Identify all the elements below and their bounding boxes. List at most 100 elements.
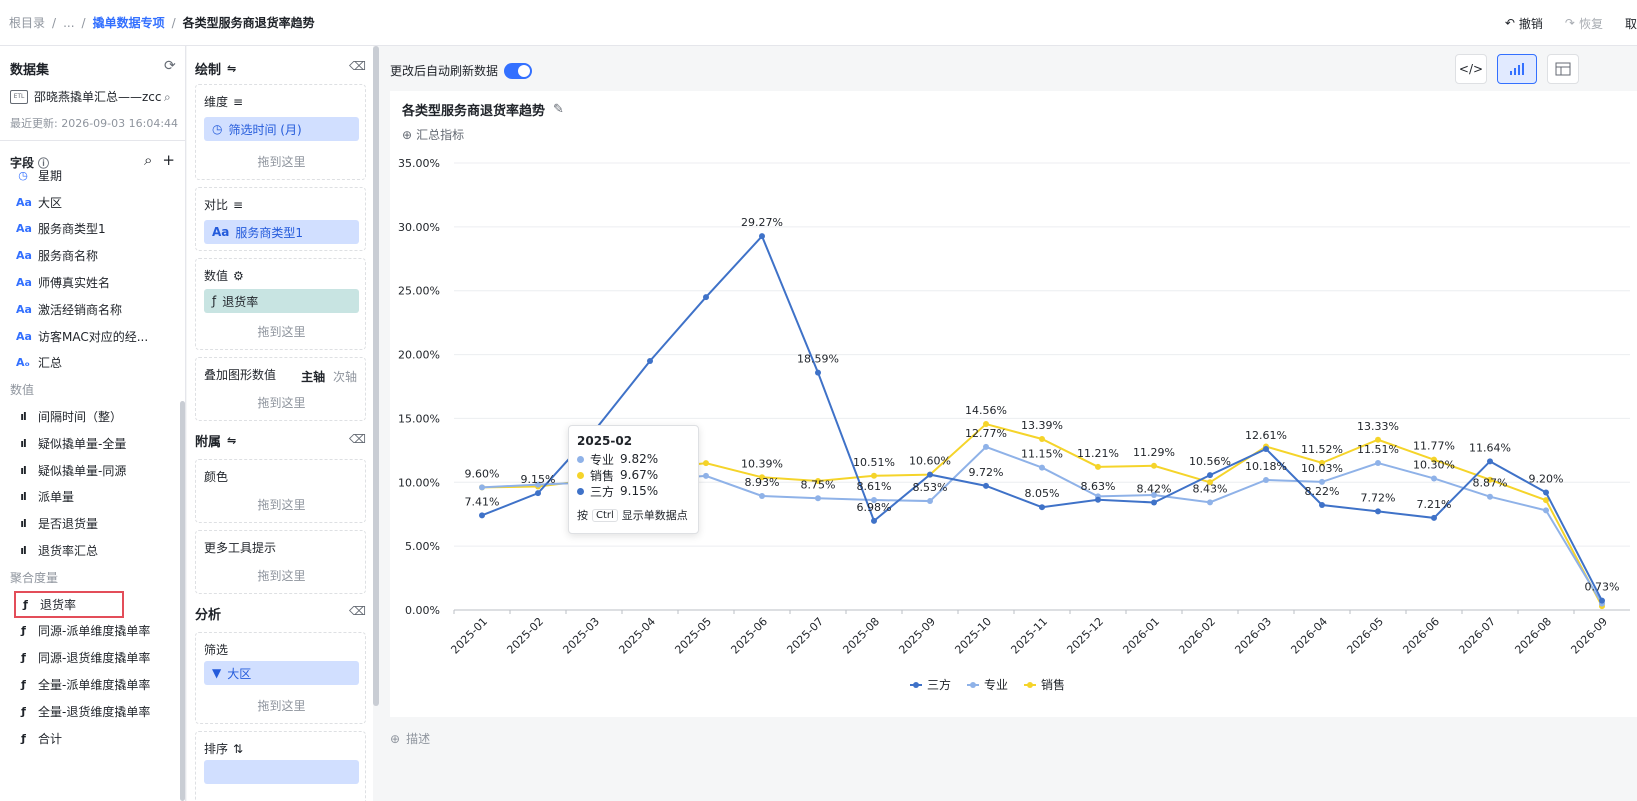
x-tick-label: 2026-08 xyxy=(1512,615,1554,657)
field-item[interactable]: ıl 间隔时间（整） xyxy=(0,403,180,430)
eraser-icon[interactable]: ⌫ xyxy=(349,432,366,446)
drop-zone[interactable]: 拖到这里 xyxy=(257,325,306,339)
refresh-icon[interactable]: ⟳ xyxy=(164,58,176,74)
data-label: 14.56% xyxy=(965,404,1007,417)
sliders-icon[interactable]: ⇋ xyxy=(227,434,237,447)
legend-dot-icon xyxy=(577,471,584,479)
x-tick-label: 2025-10 xyxy=(952,615,994,657)
field-item[interactable]: Aa 访客MAC对应的经... xyxy=(0,323,180,350)
field-item[interactable]: ıl 是否退货量 xyxy=(0,510,180,537)
drop-zone[interactable]: 拖到这里 xyxy=(257,699,306,713)
data-point xyxy=(703,294,709,301)
field-item[interactable]: ƒ 同源-退货维度撬单率 xyxy=(0,644,180,671)
eraser-icon[interactable]: ⌫ xyxy=(349,59,366,73)
table-view-button[interactable] xyxy=(1547,54,1579,84)
x-tick-label: 2026-04 xyxy=(1288,615,1330,657)
sort-icon[interactable]: ⇅ xyxy=(233,741,244,756)
compare-pill[interactable]: Aa 服务商类型1 xyxy=(204,220,359,244)
primary-axis-option[interactable]: 主轴 xyxy=(301,370,326,384)
field-item[interactable]: Aa 服务商类型1 xyxy=(0,216,180,243)
dataset-search-icon[interactable]: ⌕ xyxy=(164,90,171,104)
data-point xyxy=(1319,459,1325,466)
data-label: 12.77% xyxy=(965,427,1007,440)
summary-label: 汇总指标 xyxy=(416,128,465,142)
chart-view-button[interactable] xyxy=(1497,54,1537,84)
eraser-icon[interactable]: ⌫ xyxy=(349,604,366,618)
fields-label: 字段 xyxy=(10,156,35,170)
filter-pill[interactable]: ▼ 大区 xyxy=(204,661,359,685)
field-item[interactable]: ıl 疑似撬单量-同源 xyxy=(0,457,180,484)
chart-title: 各类型服务商退货率趋势 ✎ xyxy=(402,100,564,119)
x-tick-label: 2025-12 xyxy=(1064,615,1106,657)
field-item[interactable]: ƒ 同源-派单维度撬单率 xyxy=(0,618,180,645)
info-icon[interactable]: ⓘ xyxy=(38,156,50,170)
field-item[interactable]: ıl 退货率汇总 xyxy=(0,537,180,564)
data-label: 8.05% xyxy=(1025,487,1060,500)
left-scrollbar[interactable] xyxy=(180,401,185,801)
field-item[interactable]: Aa 大区 xyxy=(0,189,180,216)
redo-button[interactable]: ↷ 恢复 xyxy=(1565,15,1603,32)
x-tick-label: 2026-03 xyxy=(1232,615,1274,657)
drop-zone[interactable]: 拖到这里 xyxy=(257,569,306,583)
breadcrumb-root[interactable]: 根目录 xyxy=(9,16,46,30)
field-item[interactable]: ƒ 合计 xyxy=(0,725,180,752)
y-tick-label: 5.00% xyxy=(405,540,440,553)
field-item[interactable]: ıl 疑似撬单量-全量 xyxy=(0,430,180,457)
agg-measure-icon: ƒ xyxy=(21,731,26,745)
compare-value: 服务商类型1 xyxy=(235,225,304,240)
add-icon[interactable]: + xyxy=(162,151,175,169)
sliders-icon[interactable]: ⇋ xyxy=(227,62,237,75)
data-point xyxy=(1207,472,1213,479)
description-label: 描述 xyxy=(406,732,431,746)
line-chart[interactable]: 0.00% 5.00% 10.00% 15.00% 20.00% 25.00% 30.00%… xyxy=(390,91,1637,717)
funnel-icon: ▼ xyxy=(212,666,222,680)
field-label: 星期 xyxy=(38,168,63,183)
hint-suffix: 显示单数据点 xyxy=(621,509,688,522)
field-item[interactable]: Aa 激活经销商名称 xyxy=(0,296,180,323)
draw-title: 绘制 xyxy=(195,63,222,78)
data-point xyxy=(1487,493,1493,500)
description-button[interactable]: ⊕ 描述 xyxy=(390,730,430,747)
dataset-updated: 最近更新: 2026-09-03 16:04:44 xyxy=(10,117,179,130)
filter-lines-icon[interactable]: ≡ xyxy=(233,94,244,109)
cancel-button[interactable]: 取 xyxy=(1625,15,1637,32)
field-item[interactable]: Aₒ 汇总 xyxy=(0,350,180,377)
field-label: 疑似撬单量-全量 xyxy=(38,436,127,451)
edit-icon[interactable]: ✎ xyxy=(553,102,564,117)
undo-icon: ↶ xyxy=(1504,16,1515,30)
secondary-axis-option[interactable]: 次轴 xyxy=(332,370,357,384)
field-item[interactable]: ◷ 星期 xyxy=(0,162,180,189)
breadcrumb-ellipsis[interactable]: ... xyxy=(63,15,75,30)
field-label: 访客MAC对应的经... xyxy=(38,329,149,344)
divider xyxy=(0,140,185,141)
data-label: 11.64% xyxy=(1469,441,1511,454)
auto-refresh-toggle[interactable] xyxy=(504,62,533,79)
undo-button[interactable]: ↶ 撤销 xyxy=(1505,15,1543,32)
drop-zone[interactable]: 拖到这里 xyxy=(257,396,306,410)
tooltip-row: 销售 9.67% xyxy=(577,467,690,483)
field-item[interactable]: ıl 派单量 xyxy=(0,484,180,511)
sort-pill[interactable] xyxy=(204,760,359,784)
data-label: 7.21% xyxy=(1417,498,1452,511)
drop-zone[interactable]: 拖到这里 xyxy=(257,155,306,169)
field-item[interactable]: ƒ 全量-派单维度撬单率 xyxy=(0,671,180,698)
summary-metrics-button[interactable]: ⊕ 汇总指标 xyxy=(402,126,464,143)
drop-zone[interactable]: 拖到这里 xyxy=(257,498,306,512)
field-item[interactable]: Aa 服务商名称 xyxy=(0,242,180,269)
search-icon[interactable]: ⌕ xyxy=(144,151,153,169)
field-item[interactable]: ƒ 全量-退货维度撬单率 xyxy=(0,698,180,725)
field-item[interactable]: Aa 师傅真实姓名 xyxy=(0,269,180,296)
dimension-pill[interactable]: ◷ 筛选时间 (月) xyxy=(204,117,359,141)
code-view-button[interactable]: </> xyxy=(1455,54,1487,84)
filter-lines-icon[interactable]: ≡ xyxy=(233,197,244,212)
data-point xyxy=(815,478,821,485)
field-item[interactable]: ƒ 退货率 xyxy=(14,590,124,618)
gear-icon[interactable]: ⚙ xyxy=(233,268,244,283)
dataset-selector[interactable]: ETL 邵晓燕撬单汇总——zcc xyxy=(10,88,162,105)
config-scrollbar[interactable] xyxy=(373,46,379,706)
cancel-label: 取 xyxy=(1624,16,1637,31)
data-point xyxy=(815,369,821,376)
tooltip-series-name: 专业 xyxy=(590,452,615,467)
breadcrumb-parent[interactable]: 撬单数据专项 xyxy=(92,16,165,30)
value-pill[interactable]: ƒ 退货率 xyxy=(204,289,359,313)
